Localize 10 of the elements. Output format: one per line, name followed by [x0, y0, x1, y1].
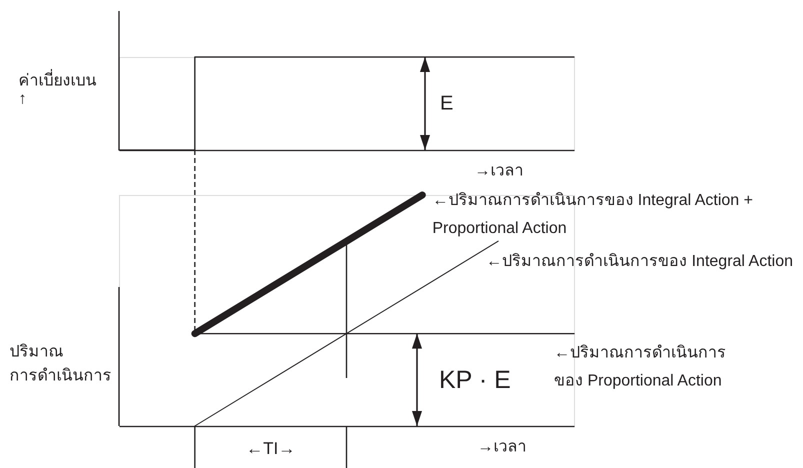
series-label: ←ปริมาณการดำเนินการ ของ Proportional Action — [554, 344, 726, 390]
y-axis-title: ปริมาณ การดำเนินการ — [10, 344, 112, 384]
x-axis-title: →เวลา — [474, 162, 524, 180]
x-axis-title: →เวลา — [478, 438, 526, 456]
annotation: KP · E — [439, 366, 511, 394]
annotation: E — [440, 92, 454, 114]
series-label: ←ปริมาณการดำเนินการของ Integral Action + Proportional Action — [432, 192, 753, 237]
y-axis-title: ค่าเบี่ยงเบน ↑ — [18, 68, 96, 108]
text: ←TI→ — [246, 439, 296, 458]
series-label: ←ปริมาณการดำเนินการของ Integral Action — [486, 253, 794, 270]
